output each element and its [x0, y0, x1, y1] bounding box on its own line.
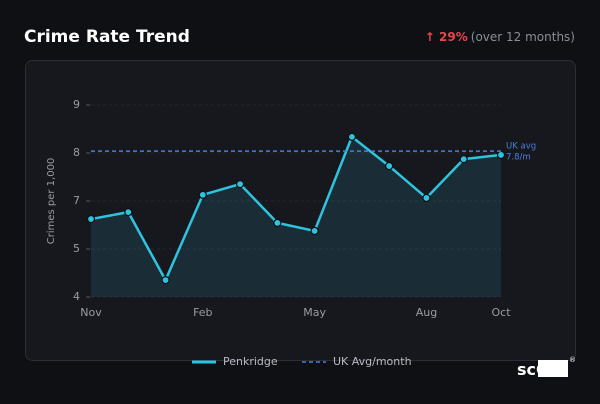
title: Crime Rate Trend: [24, 27, 190, 47]
legend-label: Penkridge: [223, 355, 278, 368]
point: [273, 218, 282, 227]
point: [235, 180, 245, 189]
chart-panel: [25, 60, 576, 361]
y-tick-label: 4: [73, 290, 80, 303]
point: [161, 276, 170, 285]
y-tick-label: 5: [73, 242, 80, 255]
brand-text: scOS: [517, 360, 561, 379]
brand-box: [538, 360, 568, 377]
y-tick-label: 8: [73, 146, 80, 159]
x-tick-label: Feb: [193, 306, 212, 319]
area: [91, 136, 501, 297]
point: [496, 150, 506, 160]
change-note: (over 12 months): [471, 30, 575, 44]
change: ↑ 29% (over 12 months): [425, 30, 575, 44]
y-tick-label: 7: [73, 194, 80, 207]
brand: scOS: [517, 360, 561, 379]
point: [86, 214, 96, 224]
point: [459, 155, 468, 164]
point: [385, 161, 394, 171]
brand-mark: ®: [569, 356, 576, 364]
line: [90, 135, 502, 282]
x-tick-label: May: [303, 306, 326, 319]
point: [422, 193, 431, 203]
x-tick-label: Nov: [80, 306, 102, 319]
y-axis-label: Crimes per 1,000: [46, 158, 57, 245]
change-value: 29%: [439, 30, 468, 44]
legend-label: UK Avg/month: [333, 355, 412, 368]
point: [347, 132, 357, 141]
point: [310, 226, 319, 236]
point: [124, 208, 133, 217]
x-tick-label: Oct: [491, 306, 511, 319]
x-tick-label: Aug: [416, 306, 437, 319]
up-arrow: ↑: [425, 30, 439, 44]
reference-label: UK avg: [506, 142, 536, 152]
reference-label: 7.8/m: [506, 153, 531, 163]
point: [198, 190, 207, 199]
y-tick-label: 9: [73, 98, 80, 111]
